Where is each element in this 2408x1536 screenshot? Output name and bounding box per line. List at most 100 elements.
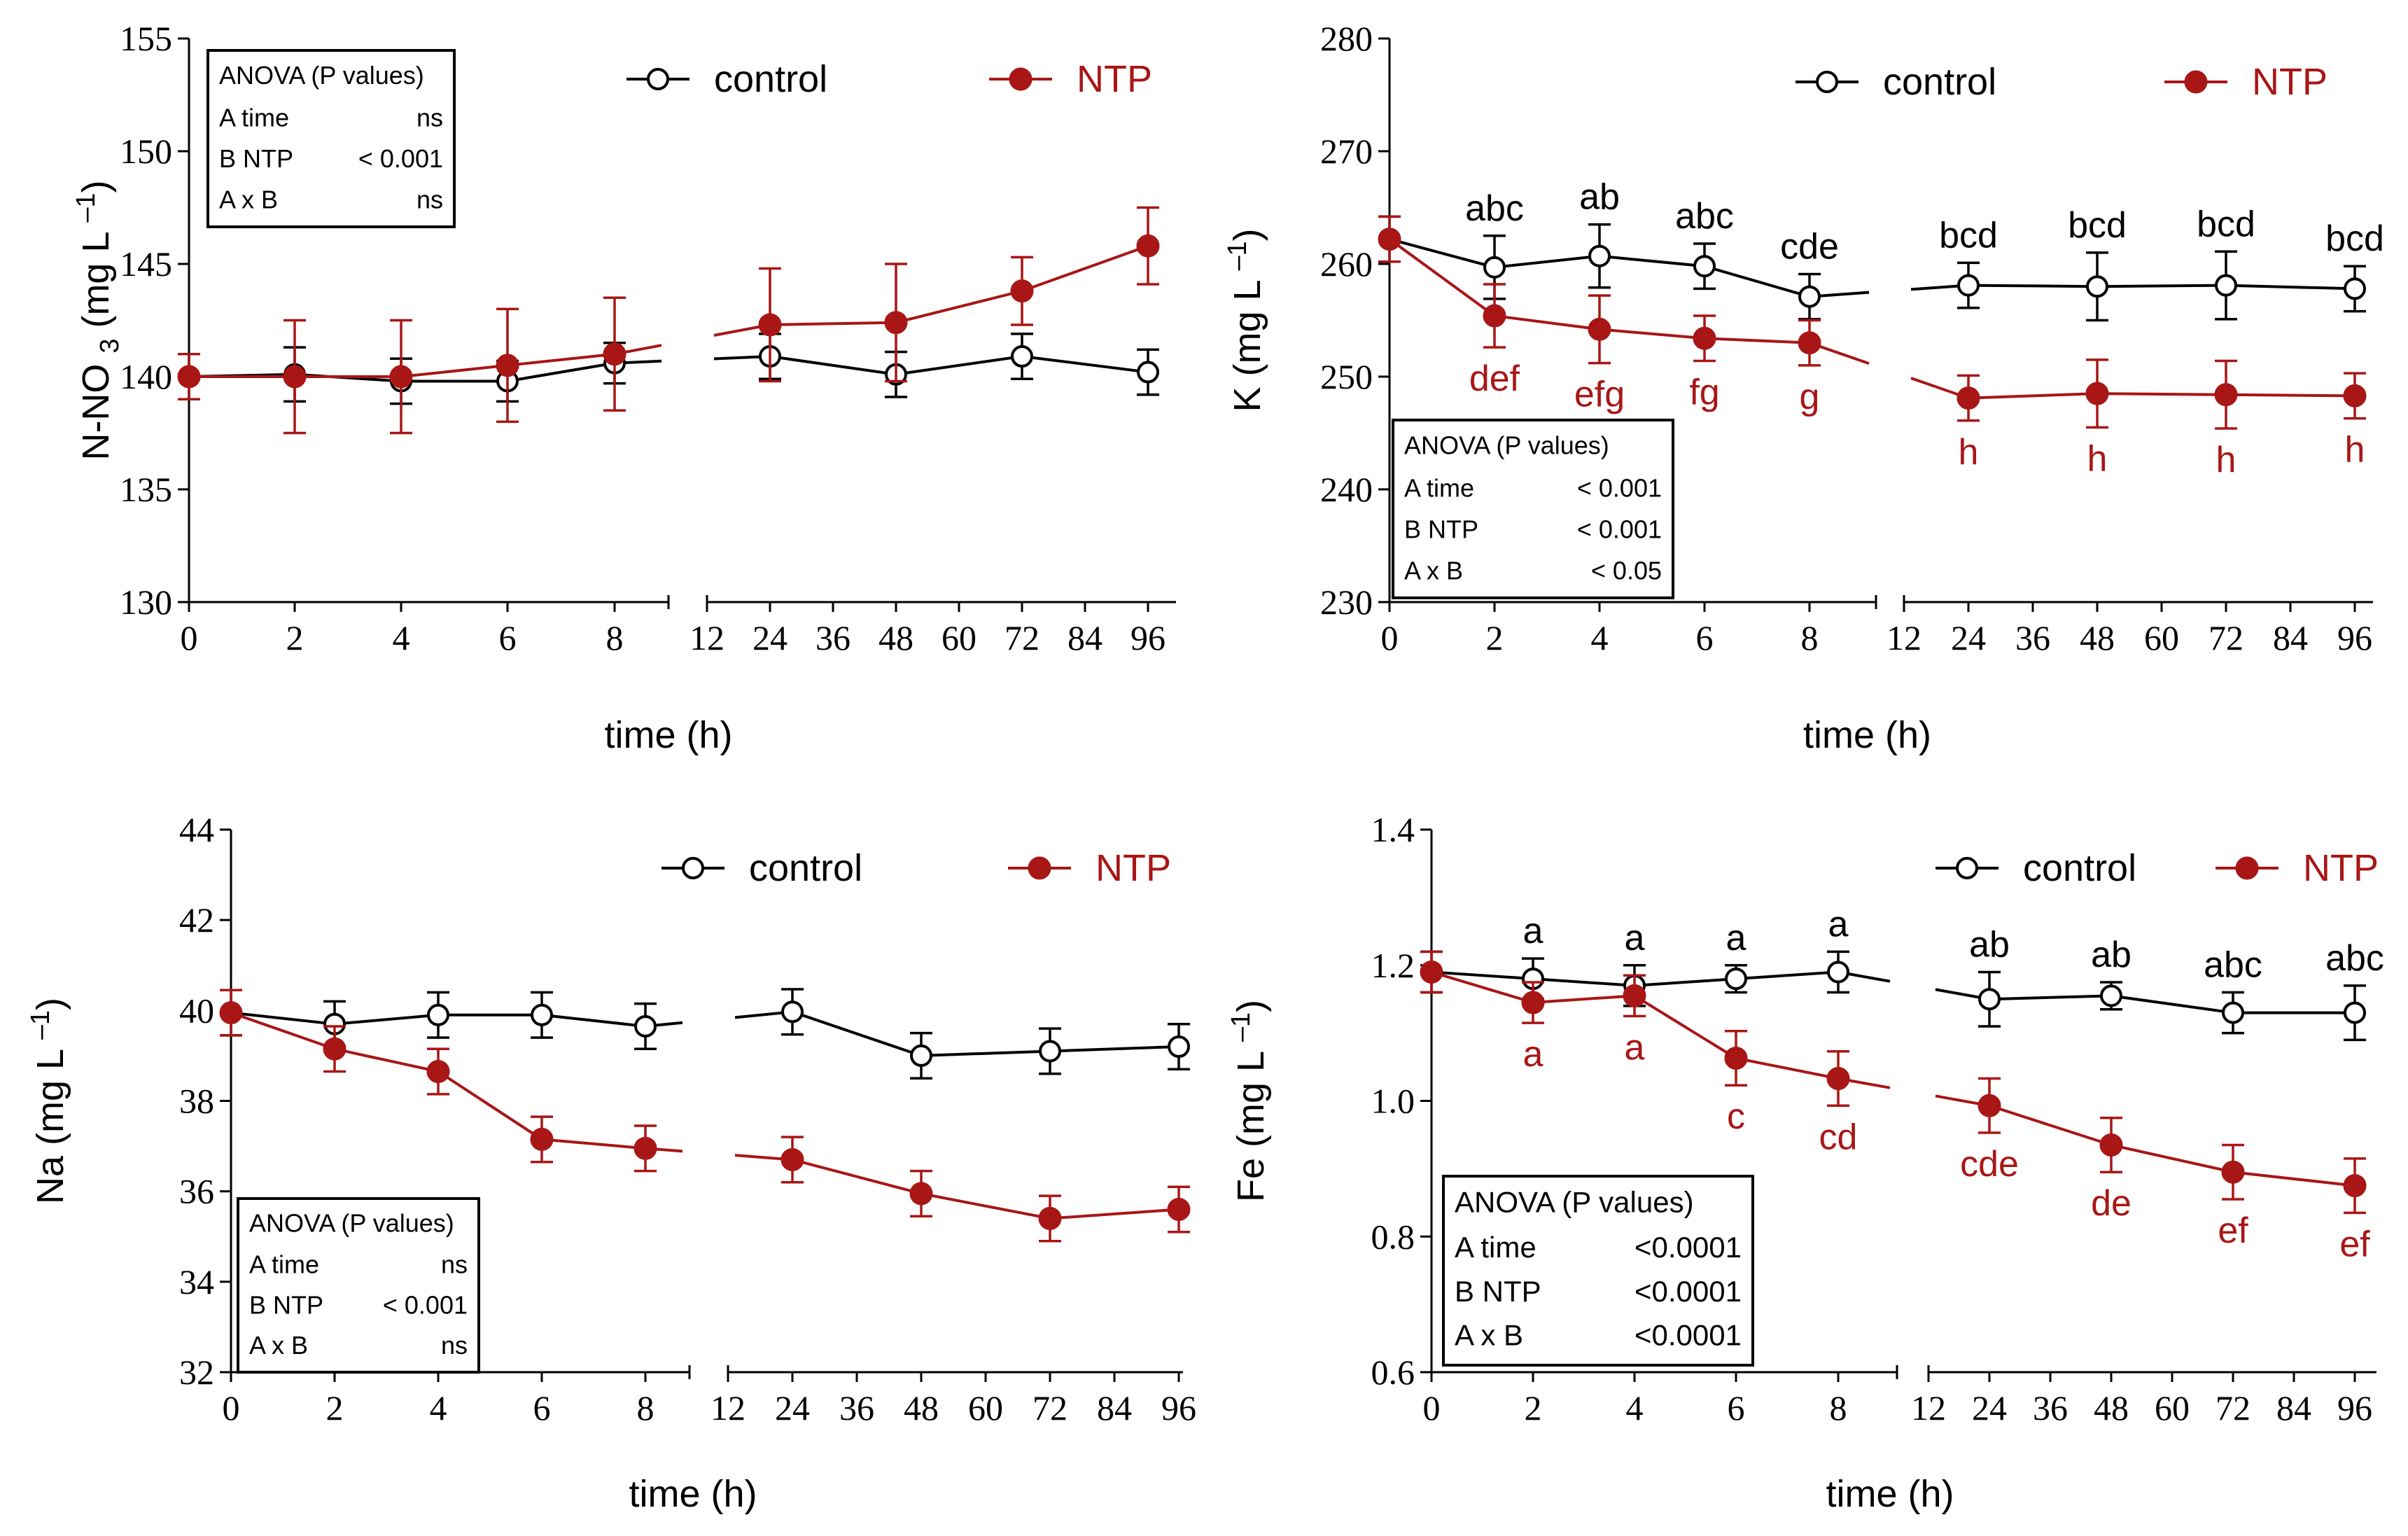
series-ntp bbox=[177, 206, 1160, 435]
x-tick-label: 24 bbox=[775, 1388, 810, 1427]
significance-letter: a bbox=[1523, 911, 1544, 951]
x-axis-label: time (h) bbox=[604, 714, 732, 756]
x-tick-label: 8 bbox=[1801, 618, 1819, 657]
x-tick-label: 0 bbox=[181, 618, 198, 657]
series-line bbox=[1431, 970, 1891, 987]
x-tick-label: 48 bbox=[2080, 618, 2115, 657]
data-point-ntp bbox=[1038, 1206, 1062, 1230]
significance-letter: de bbox=[2091, 1183, 2132, 1224]
data-point-ntp bbox=[1798, 331, 1821, 355]
anova-row-value: < 0.001 bbox=[383, 1290, 468, 1319]
x-tick-label: 12 bbox=[1886, 618, 1921, 657]
y-tick-label: 40 bbox=[179, 991, 214, 1030]
y-tick-label: 34 bbox=[179, 1262, 214, 1301]
anova-title: ANOVA (P values) bbox=[219, 61, 424, 90]
data-point-ntp bbox=[1623, 984, 1646, 1007]
significance-letter: ab bbox=[1969, 924, 2010, 965]
x-tick-label: 72 bbox=[1004, 618, 1040, 657]
series-line bbox=[230, 1011, 683, 1028]
data-point-control bbox=[634, 1014, 657, 1038]
anova-row-label: A x B bbox=[249, 1331, 308, 1360]
x-tick-label: 72 bbox=[2208, 618, 2244, 657]
anova-row-label: A time bbox=[1455, 1231, 1536, 1264]
data-point-ntp bbox=[1136, 234, 1160, 258]
data-point-control bbox=[2222, 1001, 2244, 1024]
anova-row-label: A time bbox=[219, 103, 289, 132]
anova-row-value: ns bbox=[441, 1331, 468, 1360]
x-axis-label: time (h) bbox=[1826, 1473, 1954, 1515]
data-point-control bbox=[1039, 1040, 1061, 1063]
anova-box: ANOVA (P values) A time < 0.001 B NTP < 0.00… bbox=[1392, 419, 1674, 599]
anova-row-value: < 0.001 bbox=[1577, 473, 1662, 502]
anova-row-label: A time bbox=[249, 1250, 319, 1279]
x-tick-label: 60 bbox=[2155, 1388, 2190, 1427]
legend-ntp-label: NTP bbox=[1077, 58, 1152, 100]
legend: control NTP bbox=[1795, 61, 2328, 103]
anova-border bbox=[1442, 1175, 1754, 1367]
legend-control-marker bbox=[647, 68, 669, 90]
data-point-control bbox=[1588, 244, 1611, 267]
y-tick-label: 38 bbox=[179, 1082, 214, 1121]
x-tick-label: 12 bbox=[710, 1388, 746, 1427]
series-line bbox=[189, 344, 662, 378]
data-point-ntp bbox=[909, 1182, 933, 1206]
data-point-ntp bbox=[1588, 317, 1611, 341]
legend-ntp-label: NTP bbox=[2252, 61, 2328, 103]
significance-letter: a bbox=[1828, 904, 1849, 944]
x-tick-label: 96 bbox=[2337, 618, 2372, 657]
data-point-ntp bbox=[1420, 960, 1443, 984]
y-tick-label: 260 bbox=[1320, 244, 1373, 284]
data-point-ntp bbox=[2099, 1133, 2123, 1157]
legend-ntp-label: NTP bbox=[2303, 847, 2379, 889]
data-point-control bbox=[910, 1044, 932, 1067]
x-tick-label: 4 bbox=[1591, 618, 1609, 657]
y-tick-label: 130 bbox=[120, 582, 172, 622]
significance-letter: fg bbox=[1689, 372, 1719, 412]
series-control: a a a a ab ab abc abc bbox=[1420, 904, 2384, 1042]
x-tick-label: 2 bbox=[1486, 618, 1504, 657]
data-point-ntp bbox=[496, 354, 519, 377]
data-point-control bbox=[1798, 285, 1821, 308]
significance-letter: h bbox=[2216, 440, 2236, 480]
data-point-ntp bbox=[603, 342, 626, 366]
x-tick-label: 84 bbox=[2276, 1388, 2311, 1427]
legend-control-label: control bbox=[749, 847, 862, 889]
y-tick-label: 230 bbox=[1320, 582, 1373, 622]
y-tick-label: 280 bbox=[1320, 19, 1373, 58]
y-tick-label: 36 bbox=[179, 1172, 214, 1211]
panel-fe: 0.60.81.01.21.40 2 4 6 8 12 24 36 48 60 72 84 96time… bbox=[1226, 810, 2384, 1515]
x-tick-label: 6 bbox=[1696, 618, 1714, 657]
data-point-control bbox=[1693, 255, 1716, 278]
data-point-control bbox=[781, 1000, 804, 1024]
significance-letter: a bbox=[1625, 1027, 1645, 1068]
series-ntp bbox=[219, 989, 1191, 1243]
data-point-control bbox=[2344, 277, 2366, 300]
anova-row-value: < 0.001 bbox=[358, 144, 443, 173]
x-tick-label: 6 bbox=[1728, 1388, 1745, 1427]
legend: control NTP bbox=[662, 847, 1171, 889]
significance-letter: cde bbox=[1960, 1144, 2019, 1185]
x-tick-label: 0 bbox=[223, 1388, 240, 1427]
series-control: abc ab abc cde bcd bcd bcd bcd bbox=[1378, 177, 2384, 322]
y-axis-label: Fe (mg L ‒1) bbox=[1226, 1000, 1272, 1202]
significance-letter: h bbox=[1959, 432, 1979, 473]
x-tick-label: 6 bbox=[533, 1388, 551, 1427]
significance-letter: bcd bbox=[2325, 218, 2384, 259]
significance-letter: a bbox=[1523, 1034, 1544, 1075]
legend-ntp-marker bbox=[1028, 856, 1051, 880]
y-tick-label: 145 bbox=[120, 244, 172, 284]
anova-row-label: B NTP bbox=[249, 1290, 323, 1319]
data-point-control bbox=[2344, 1001, 2366, 1024]
anova-row-label: A x B bbox=[1455, 1319, 1523, 1352]
significance-letter: cde bbox=[1780, 226, 1839, 267]
x-tick-label: 8 bbox=[637, 1388, 654, 1427]
significance-letter: ab bbox=[2091, 935, 2132, 975]
significance-letter: h bbox=[2345, 430, 2365, 470]
anova-row-label: B NTP bbox=[219, 144, 293, 173]
x-tick-label: 48 bbox=[2094, 1388, 2129, 1427]
x-tick-label: 12 bbox=[1911, 1388, 1946, 1427]
x-tick-label: 4 bbox=[430, 1388, 447, 1427]
series-line bbox=[230, 1011, 683, 1153]
legend-control-marker bbox=[1816, 71, 1838, 93]
